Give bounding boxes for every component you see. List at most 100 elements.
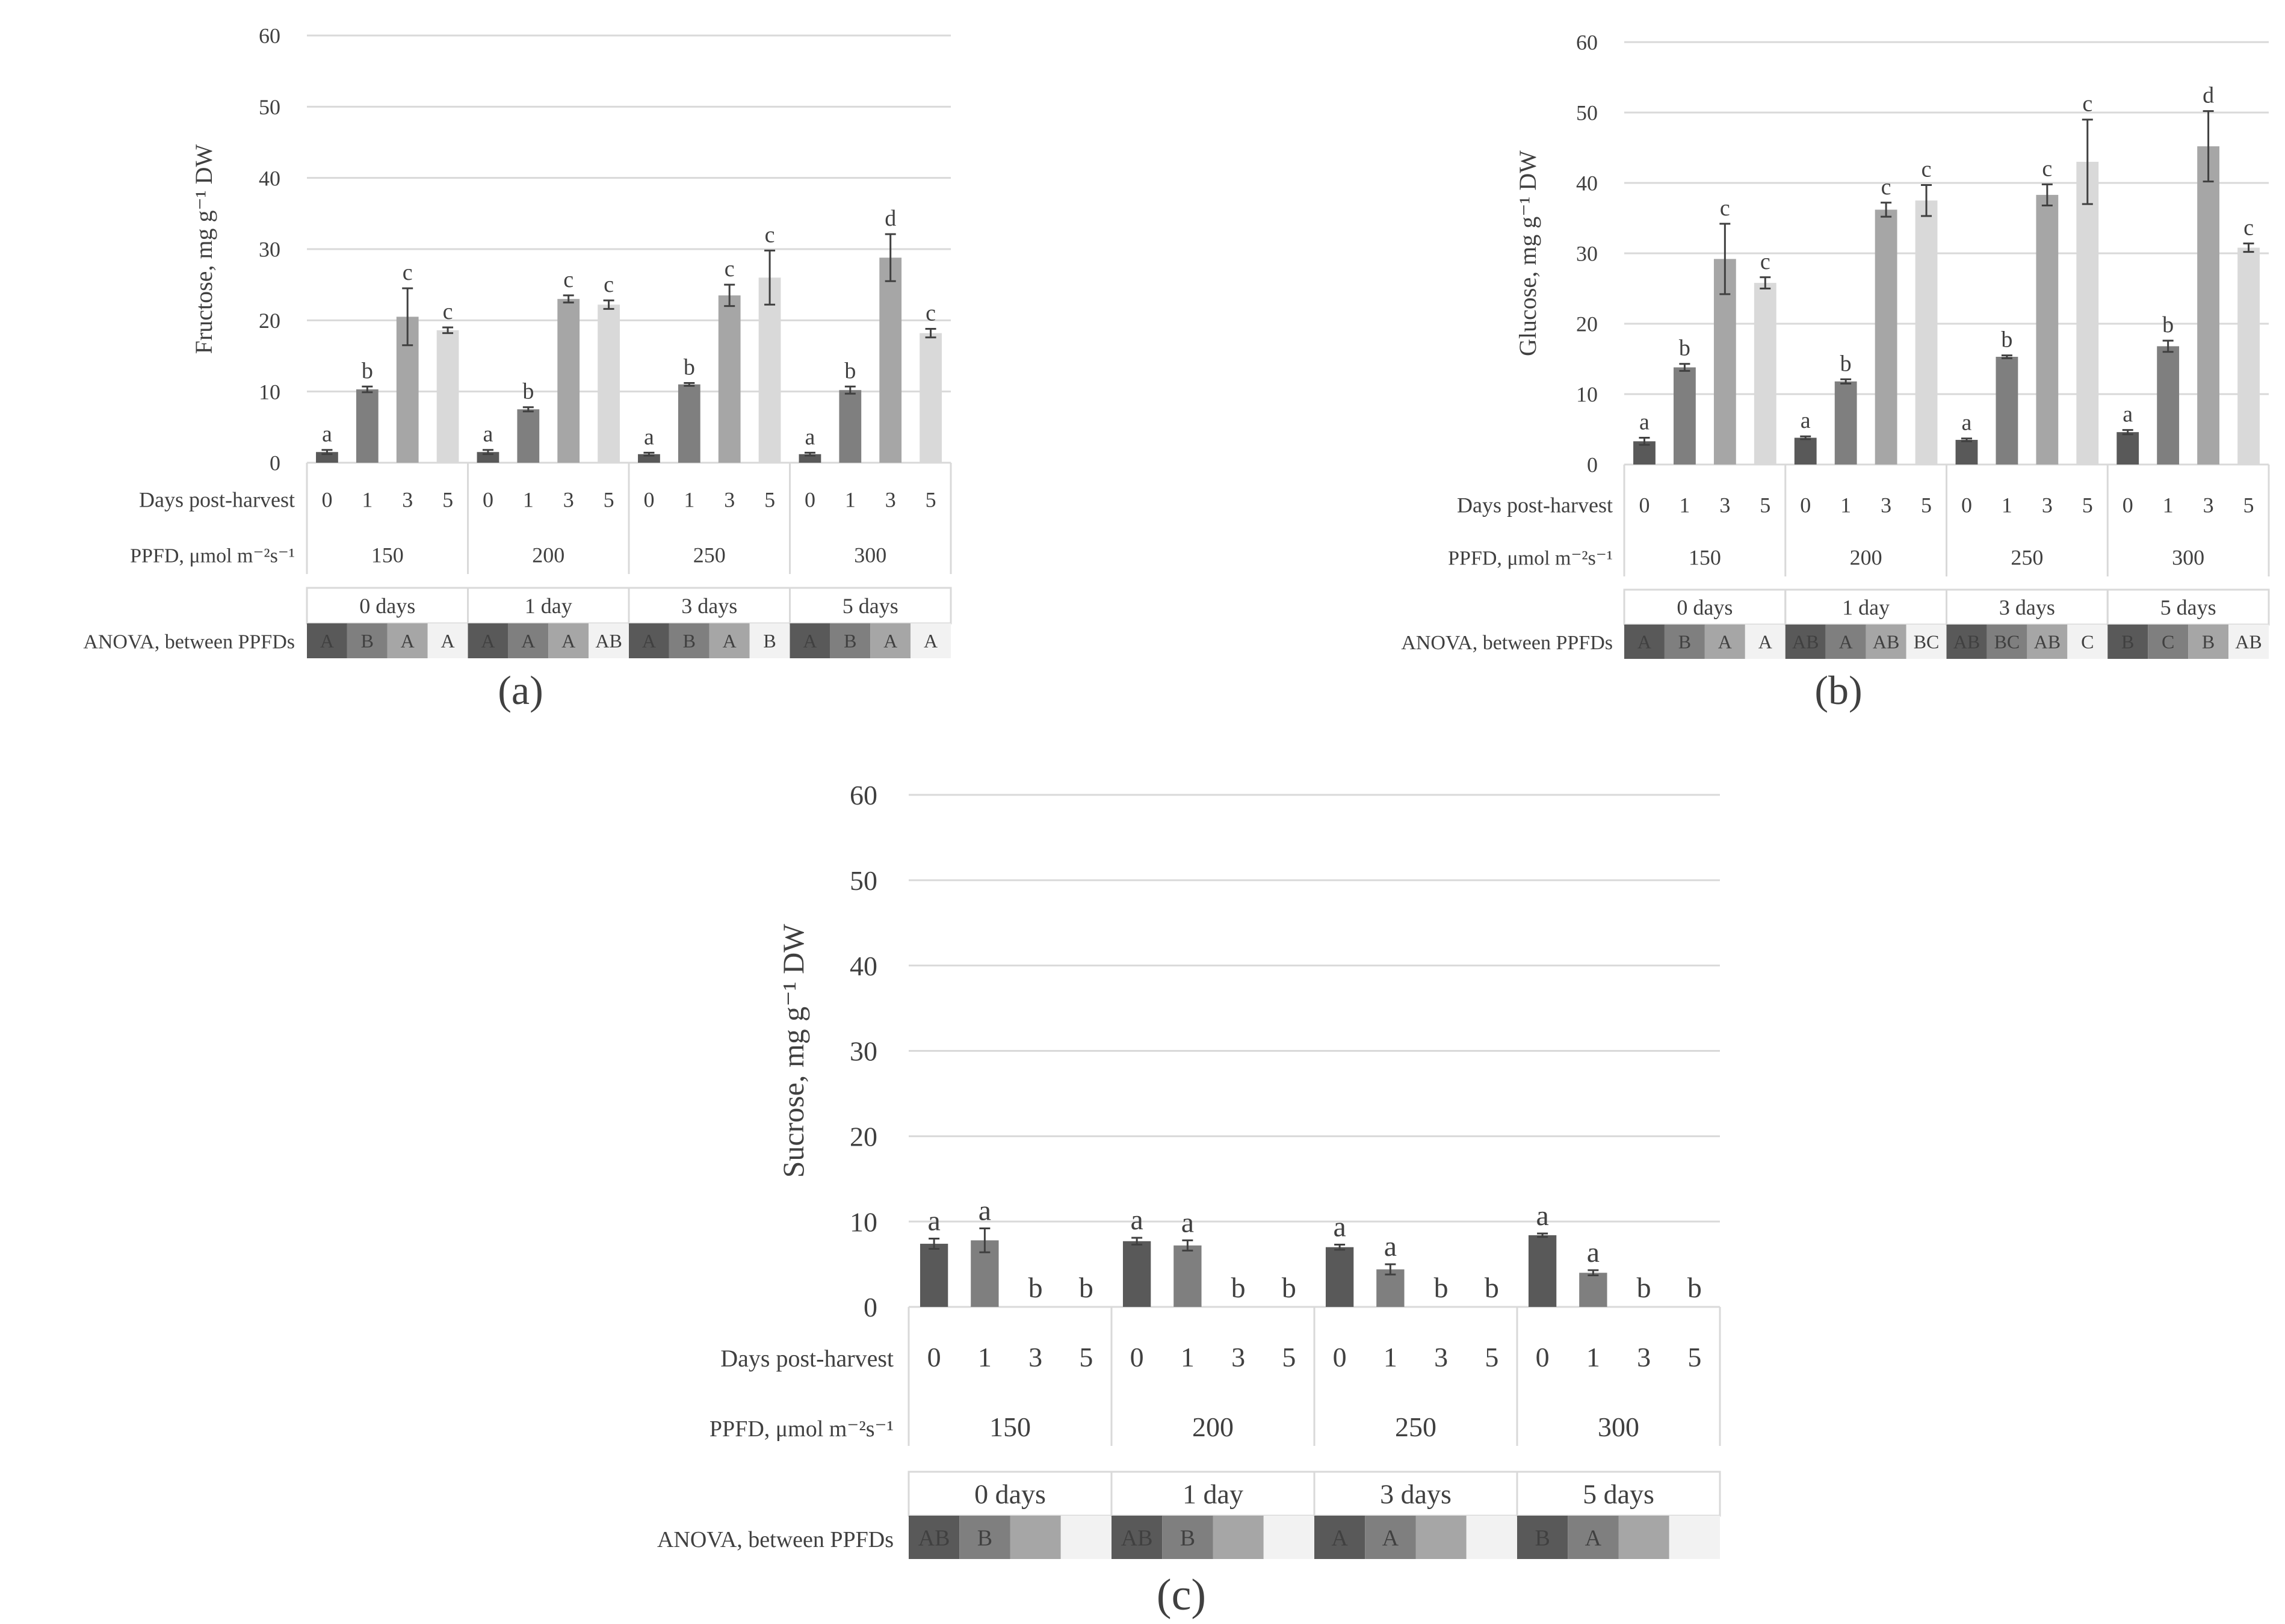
significance-letter: b	[1485, 1272, 1499, 1304]
anova-header: 0 days	[359, 594, 415, 618]
significance-letter: a	[322, 422, 332, 447]
anova-cell	[1946, 625, 1987, 659]
y-tick-label: 60	[850, 780, 877, 810]
day-tick-label: 5	[1485, 1342, 1498, 1372]
bar	[1834, 381, 1857, 465]
anova-letter: AB	[1121, 1525, 1153, 1551]
anova-cell	[2067, 625, 2108, 659]
bar	[839, 390, 862, 463]
anova-cell	[669, 623, 710, 658]
anova-letter: AB	[2034, 631, 2061, 653]
anova-row-label: ANOVA, between PPFDs	[657, 1527, 894, 1552]
anova-letter: A	[481, 630, 495, 652]
significance-letter: a	[644, 424, 654, 449]
significance-letter: c	[765, 222, 775, 247]
anova-cell	[709, 623, 750, 658]
anova-letter: AB	[595, 630, 622, 652]
significance-letter: c	[2243, 215, 2254, 241]
anova-letter: A	[1331, 1525, 1348, 1551]
day-tick-label: 3	[2203, 493, 2214, 517]
significance-letter: b	[522, 379, 534, 404]
anova-cell	[427, 623, 468, 658]
anova-cell	[2188, 625, 2229, 659]
anova-letter: A	[1585, 1525, 1602, 1551]
bar	[1673, 367, 1696, 465]
significance-letter: b	[1028, 1272, 1043, 1304]
anova-letter: BC	[1994, 631, 2020, 653]
bar	[2116, 432, 2139, 465]
significance-letter: a	[1587, 1237, 1600, 1268]
panel-label: (b)	[1814, 667, 1862, 713]
y-tick-label: 40	[259, 166, 280, 190]
day-tick-label: 5	[2082, 493, 2093, 517]
anova-cell	[2107, 625, 2148, 659]
bar	[920, 1244, 948, 1307]
bar	[1528, 1235, 1557, 1307]
bar	[1875, 209, 1897, 465]
bar	[517, 409, 540, 463]
y-tick-label: 50	[850, 865, 877, 896]
day-tick-label: 1	[684, 488, 694, 512]
day-tick-label: 5	[1687, 1342, 1701, 1372]
anova-letter: B	[1678, 631, 1691, 653]
day-tick-label: 0	[927, 1342, 941, 1372]
day-tick-label: 1	[1679, 493, 1690, 517]
anova-letter: A	[521, 630, 535, 652]
anova-cell	[1263, 1516, 1314, 1559]
anova-cell	[909, 1516, 960, 1559]
significance-letter: c	[2042, 156, 2052, 181]
day-tick-label: 0	[1536, 1342, 1550, 1372]
bar	[638, 454, 660, 463]
day-tick-label: 5	[1282, 1342, 1296, 1372]
ppfd-label: 250	[693, 543, 726, 567]
anova-letter: AB	[1873, 631, 1899, 653]
bar	[799, 454, 821, 463]
bar	[356, 389, 379, 463]
anova-letter: AB	[1953, 631, 1980, 653]
y-axis-title: Sucrose, mg g⁻¹ DW	[776, 924, 810, 1178]
day-tick-label: 1	[1840, 493, 1851, 517]
day-tick-label: 3	[2042, 493, 2053, 517]
day-tick-label: 1	[1384, 1342, 1397, 1372]
significance-letter: b	[362, 358, 373, 383]
anova-cell	[2027, 625, 2068, 659]
anova-row-label: ANOVA, between PPFDs	[1401, 632, 1613, 654]
day-tick-label: 5	[764, 488, 775, 512]
bar	[758, 277, 781, 463]
anova-header: 1 day	[1183, 1479, 1243, 1510]
day-tick-label: 1	[2002, 493, 2012, 517]
anova-cell	[830, 623, 871, 658]
day-tick-label: 0	[1333, 1342, 1347, 1372]
bar	[557, 298, 580, 463]
day-tick-label: 5	[926, 488, 936, 512]
significance-letter: c	[1922, 157, 1932, 182]
bar	[2036, 194, 2059, 465]
anova-cell	[1415, 1516, 1467, 1559]
significance-letter: a	[805, 424, 815, 449]
day-tick-label: 5	[604, 488, 614, 512]
anova-cell	[1785, 625, 1826, 659]
significance-letter: b	[1687, 1272, 1702, 1304]
anova-letter: B	[2121, 631, 2134, 653]
ppfd-label: 200	[532, 543, 564, 567]
bar	[1376, 1269, 1405, 1307]
anova-cell	[387, 623, 428, 658]
anova-cell	[959, 1516, 1010, 1559]
day-tick-label: 0	[1800, 493, 1811, 517]
anova-cell	[1517, 1516, 1568, 1559]
anova-header: 3 days	[1380, 1479, 1452, 1510]
bar	[718, 295, 741, 463]
y-tick-label: 10	[850, 1206, 877, 1237]
y-tick-label: 20	[259, 309, 280, 333]
anova-cell	[1060, 1516, 1112, 1559]
anova-header: 3 days	[681, 594, 737, 618]
anova-cell	[589, 623, 629, 658]
significance-letter: a	[1333, 1211, 1346, 1243]
ppfd-row-label: PPFD, μmol m⁻²s⁻¹	[710, 1416, 894, 1442]
bar	[1579, 1273, 1607, 1307]
anova-row-label: ANOVA, between PPFDs	[83, 631, 295, 653]
day-tick-label: 3	[563, 488, 574, 512]
day-tick-label: 3	[1434, 1342, 1448, 1372]
day-tick-label: 3	[885, 488, 896, 512]
day-tick-label: 1	[1586, 1342, 1600, 1372]
